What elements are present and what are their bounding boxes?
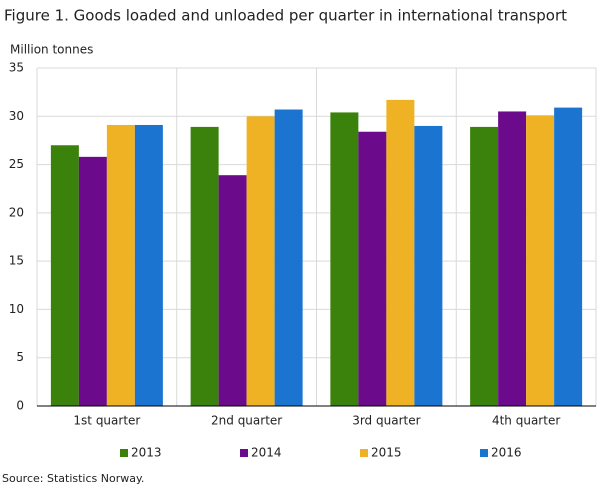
bar <box>218 175 247 406</box>
bar <box>190 126 219 406</box>
bar <box>50 145 79 406</box>
y-axis-label: Million tonnes <box>10 43 93 57</box>
legend-swatch <box>360 449 368 457</box>
bar <box>106 124 135 406</box>
legend-swatch <box>480 449 488 457</box>
bar <box>134 124 163 406</box>
x-tick-label: 3rd quarter <box>352 414 420 428</box>
bar <box>274 109 303 407</box>
y-tick-label: 30 <box>9 109 24 123</box>
y-tick-label: 20 <box>9 205 24 219</box>
y-tick-label: 25 <box>9 157 24 171</box>
bar <box>498 111 527 406</box>
x-tick-label: 2nd quarter <box>211 414 282 428</box>
y-tick-label: 35 <box>9 61 24 75</box>
legend-label: 2013 <box>131 446 162 460</box>
bar <box>386 99 415 407</box>
source: Source: Statistics Norway. <box>2 472 144 485</box>
legend-label: 2016 <box>491 446 522 460</box>
bar <box>414 125 443 406</box>
x-tick-label: 1st quarter <box>73 414 140 428</box>
y-tick-label: 15 <box>9 254 24 268</box>
legend-label: 2014 <box>251 446 282 460</box>
bar <box>78 156 107 406</box>
bar <box>358 131 387 407</box>
legend-swatch <box>120 449 128 457</box>
y-tick-label: 0 <box>16 399 24 413</box>
bar <box>526 115 555 406</box>
y-tick-label: 5 <box>16 350 24 364</box>
bar <box>330 112 359 407</box>
legend-label: 2015 <box>371 446 402 460</box>
y-tick-label: 10 <box>9 302 24 316</box>
chart-title: Figure 1. Goods loaded and unloaded per … <box>4 7 567 25</box>
x-tick-label: 4th quarter <box>492 414 560 428</box>
bar <box>246 116 275 407</box>
bar <box>470 126 499 406</box>
legend-swatch <box>240 449 248 457</box>
bar <box>554 107 583 406</box>
